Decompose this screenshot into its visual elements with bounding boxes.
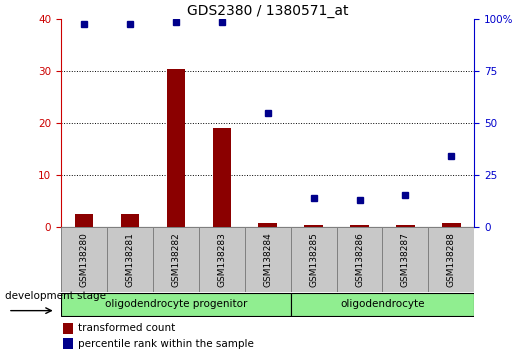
Bar (75, 213, 93, 227)
Title: GDS2380 / 1380571_at: GDS2380 / 1380571_at (187, 5, 348, 18)
Bar (337, 227, 383, 292)
Bar (107, 227, 153, 292)
Text: GSM138287: GSM138287 (401, 232, 410, 287)
Text: oligodendrocyte: oligodendrocyte (340, 299, 425, 309)
Text: GSM138284: GSM138284 (263, 232, 272, 287)
Text: GSM138282: GSM138282 (171, 232, 180, 287)
Text: GSM138288: GSM138288 (447, 232, 456, 287)
Text: percentile rank within the sample: percentile rank within the sample (78, 338, 254, 349)
Bar (245, 227, 290, 292)
Bar (259, 223, 277, 227)
Text: oligodendrocyte progenitor: oligodendrocyte progenitor (104, 299, 247, 309)
Text: GSM138283: GSM138283 (217, 232, 226, 287)
Bar (304, 225, 323, 227)
Bar (64, 338, 73, 349)
Bar (199, 227, 245, 292)
Bar (290, 292, 474, 316)
Text: GSM138286: GSM138286 (355, 232, 364, 287)
Bar (64, 324, 73, 334)
Bar (442, 223, 461, 227)
Bar (153, 227, 199, 292)
Bar (213, 128, 231, 227)
Bar (290, 227, 337, 292)
Text: development stage: development stage (5, 291, 107, 301)
Bar (61, 227, 107, 292)
Bar (383, 227, 428, 292)
Bar (61, 292, 290, 316)
Text: GSM138285: GSM138285 (309, 232, 318, 287)
Text: GSM138281: GSM138281 (126, 232, 134, 287)
Bar (166, 69, 185, 227)
Text: transformed count: transformed count (78, 324, 175, 333)
Text: GSM138280: GSM138280 (80, 232, 89, 287)
Bar (428, 227, 474, 292)
Bar (350, 225, 369, 227)
Bar (121, 213, 139, 227)
Bar (396, 225, 414, 227)
